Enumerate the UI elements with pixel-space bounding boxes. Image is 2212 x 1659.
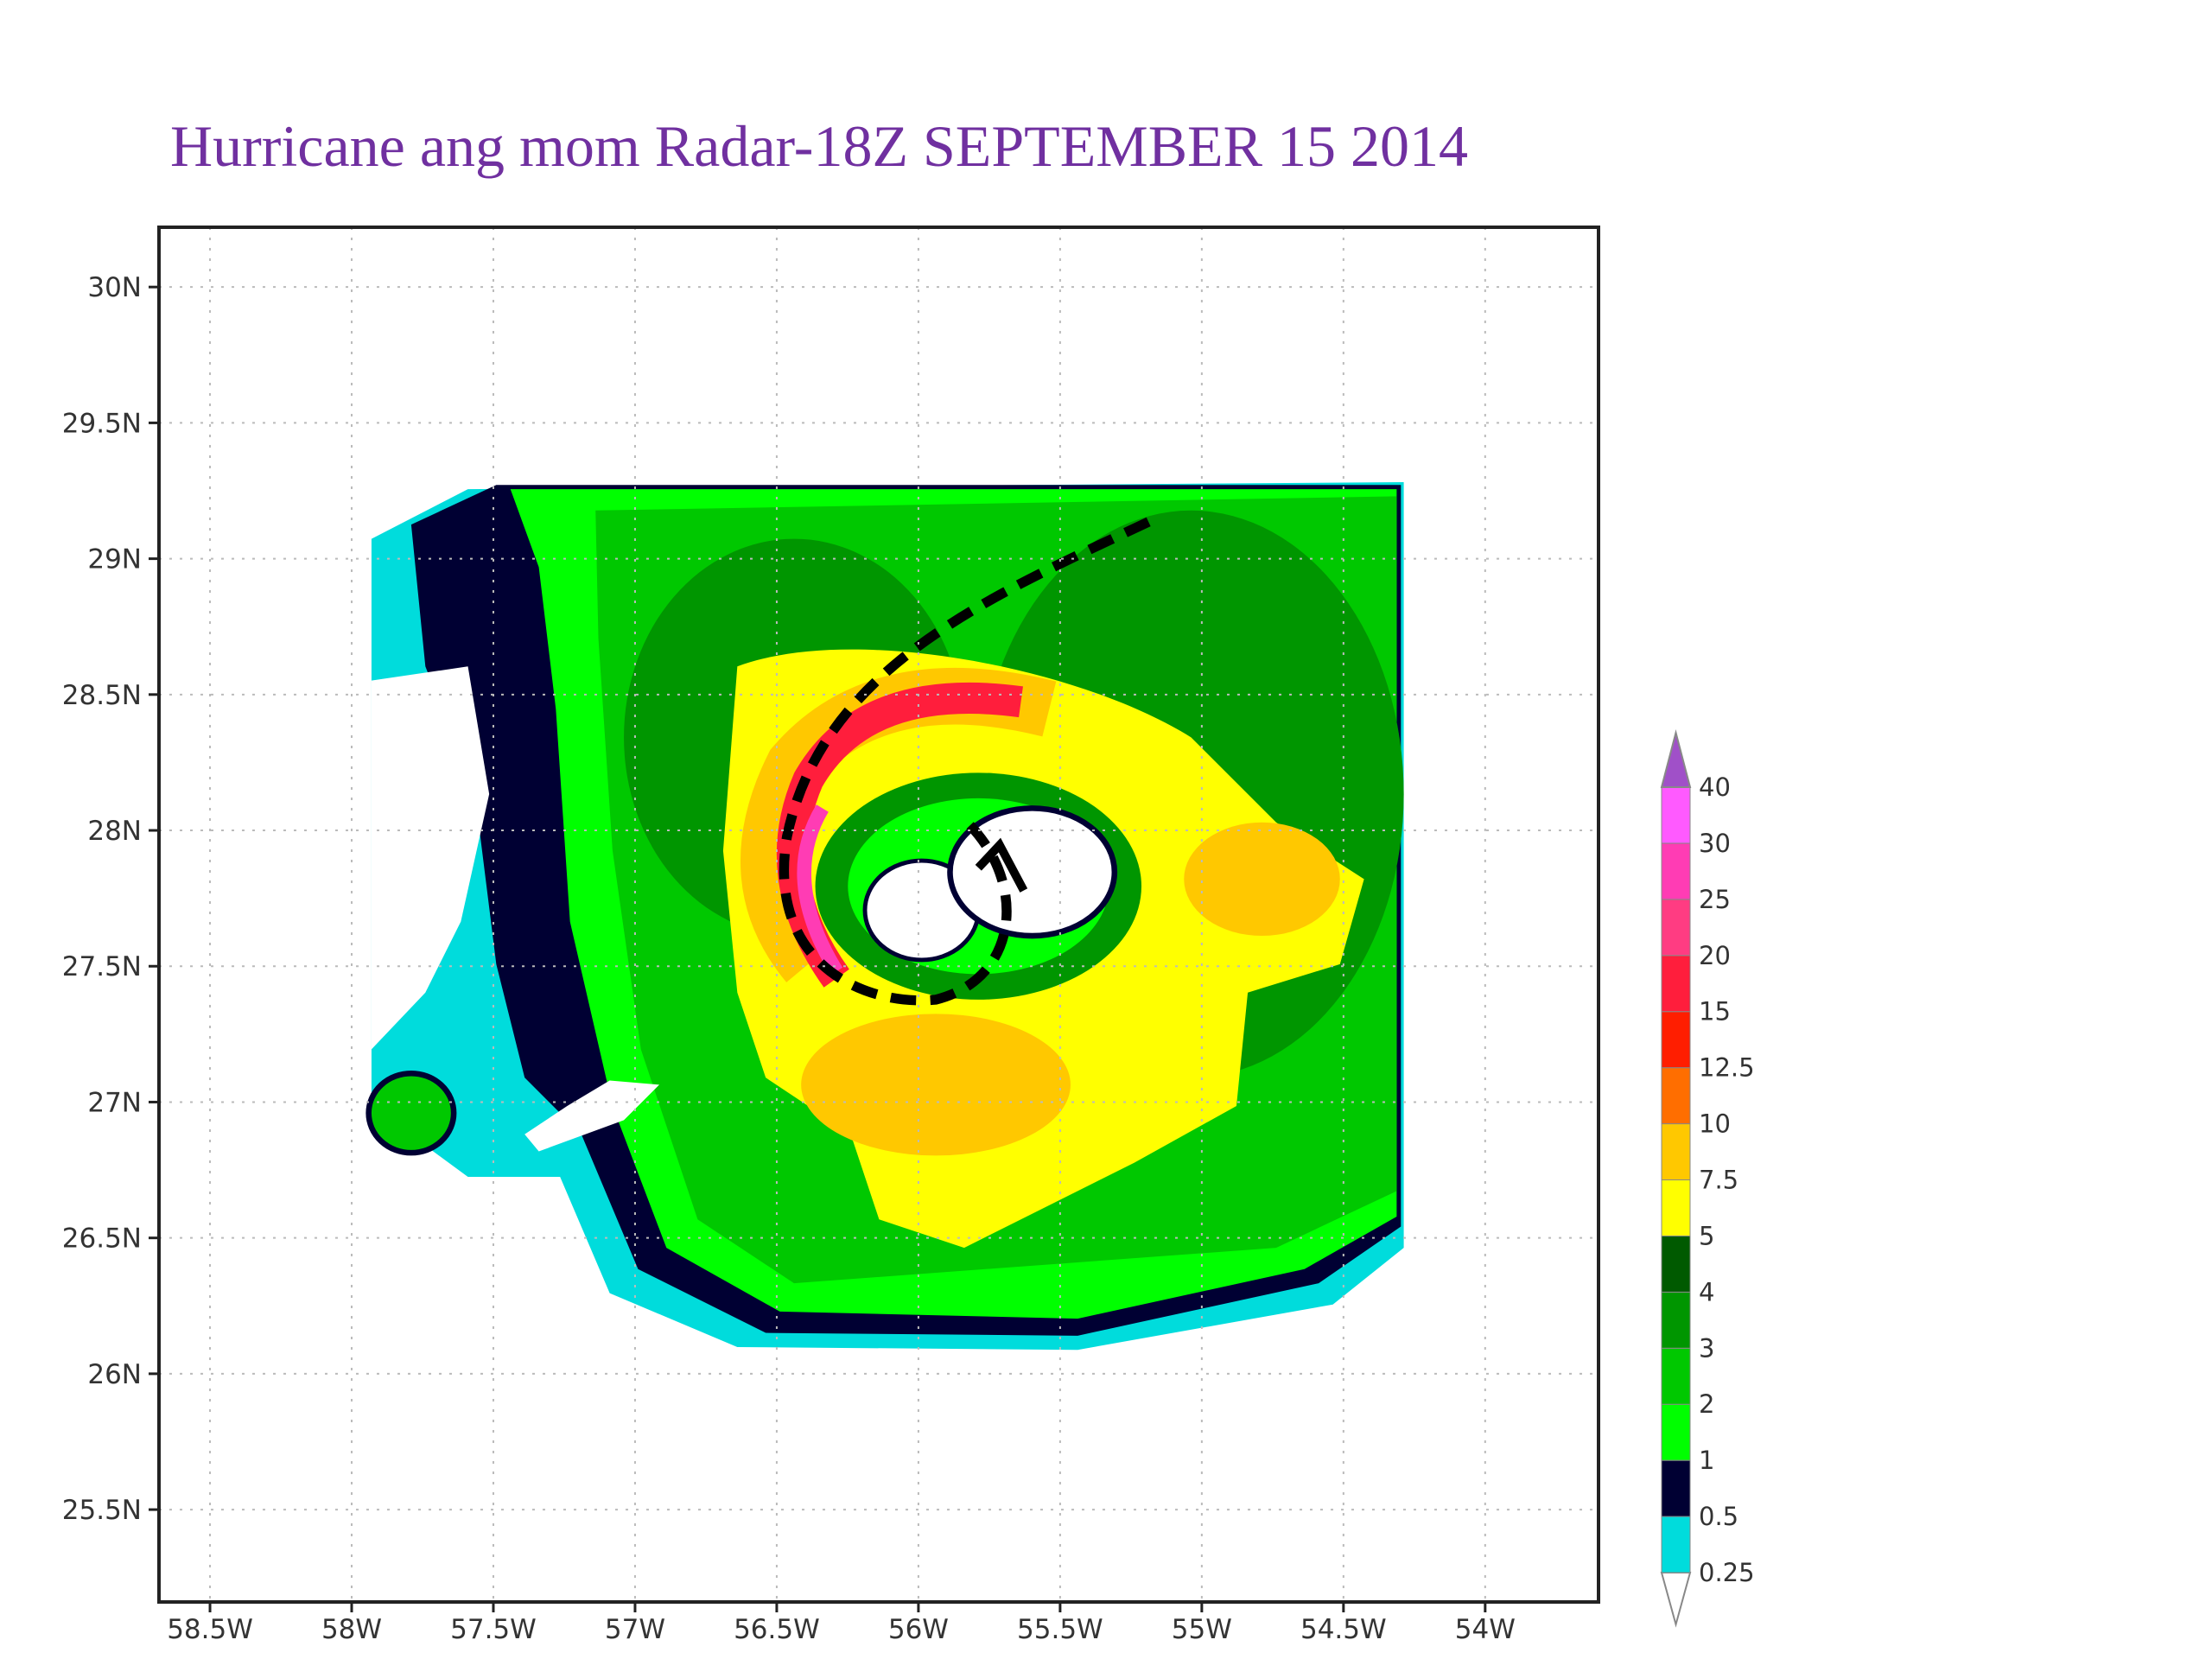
- field-green-blob: [365, 1070, 457, 1156]
- colorbar-label: 1: [1699, 1446, 1714, 1475]
- x-tick-label: 55W: [1172, 1614, 1232, 1645]
- colorbar-label: 15: [1699, 997, 1731, 1027]
- colorbar-bin: [1661, 1235, 1691, 1293]
- y-tick-label: 30N: [87, 272, 142, 303]
- x-tick-label: 56.5W: [734, 1614, 820, 1645]
- y-tick-label: 27N: [87, 1087, 142, 1118]
- colorbar-end: [1660, 1572, 1692, 1628]
- colorbar-bin: [1661, 1403, 1691, 1461]
- colorbar-end: [1660, 729, 1692, 788]
- colorbar-bin: [1661, 1459, 1691, 1517]
- colorbar-label: 12.5: [1699, 1053, 1755, 1083]
- field-cutout: [524, 1080, 660, 1152]
- track-arrow: [975, 837, 1028, 893]
- y-tick-label: 27.5N: [62, 951, 142, 982]
- colorbar-label: 30: [1699, 829, 1731, 858]
- colorbar-bin: [1661, 1011, 1691, 1069]
- y-tick-label: 26N: [87, 1359, 142, 1390]
- colorbar-label: 3: [1699, 1333, 1714, 1363]
- y-tick-label: 29N: [87, 544, 142, 575]
- radar-field: [365, 481, 1404, 1351]
- colorbar-label: 10: [1699, 1109, 1731, 1139]
- colorbar-bin: [1661, 786, 1691, 844]
- x-tick-label: 54W: [1455, 1614, 1516, 1645]
- y-tick-label: 26.5N: [62, 1224, 142, 1255]
- y-tick-label: 28.5N: [62, 680, 142, 711]
- y-tick-label: 28N: [87, 816, 142, 847]
- colorbar-label: 20: [1699, 941, 1731, 970]
- colorbar-label: 7.5: [1699, 1166, 1738, 1195]
- colorbar-bin: [1661, 1516, 1691, 1573]
- colorbar-label: 0.25: [1699, 1558, 1755, 1587]
- x-tick-label: 58W: [321, 1614, 382, 1645]
- colorbar-bin: [1661, 1067, 1691, 1125]
- colorbar-label: 2: [1699, 1389, 1714, 1419]
- colorbar-label: 40: [1699, 772, 1731, 802]
- plot-frame: [157, 226, 1600, 1604]
- field-pink-arc: [797, 804, 843, 976]
- x-tick-label: 55.5W: [1017, 1614, 1103, 1645]
- title: Hurricane ang mom Radar-18Z SEPTEMBER 15…: [170, 113, 1468, 179]
- x-tick-label: 57.5W: [450, 1614, 537, 1645]
- x-tick-label: 57W: [605, 1614, 665, 1645]
- eye: [947, 805, 1118, 939]
- x-tick-label: 58.5W: [167, 1614, 253, 1645]
- field-orange: [801, 1014, 1071, 1156]
- y-tick-label: 29.5N: [62, 408, 142, 439]
- colorbar-bin: [1661, 1347, 1691, 1405]
- colorbar-label: 5: [1699, 1221, 1714, 1250]
- colorbar-bin: [1661, 899, 1691, 957]
- colorbar-label: 4: [1699, 1277, 1714, 1306]
- x-tick-label: 56W: [888, 1614, 949, 1645]
- colorbar-bin: [1661, 1123, 1691, 1180]
- track: [779, 517, 1151, 1006]
- field-white: [371, 666, 490, 1050]
- colorbar-label: 0.5: [1699, 1502, 1738, 1531]
- x-tick-label: 54.5W: [1300, 1614, 1387, 1645]
- colorbar-bin: [1661, 842, 1691, 900]
- colorbar-bin: [1661, 955, 1691, 1013]
- field-orange: [1184, 822, 1340, 937]
- y-tick-label: 25.5N: [62, 1495, 142, 1526]
- colorbar-bin: [1661, 1179, 1691, 1236]
- colorbar-label: 25: [1699, 885, 1731, 914]
- colorbar-bin: [1661, 1291, 1691, 1349]
